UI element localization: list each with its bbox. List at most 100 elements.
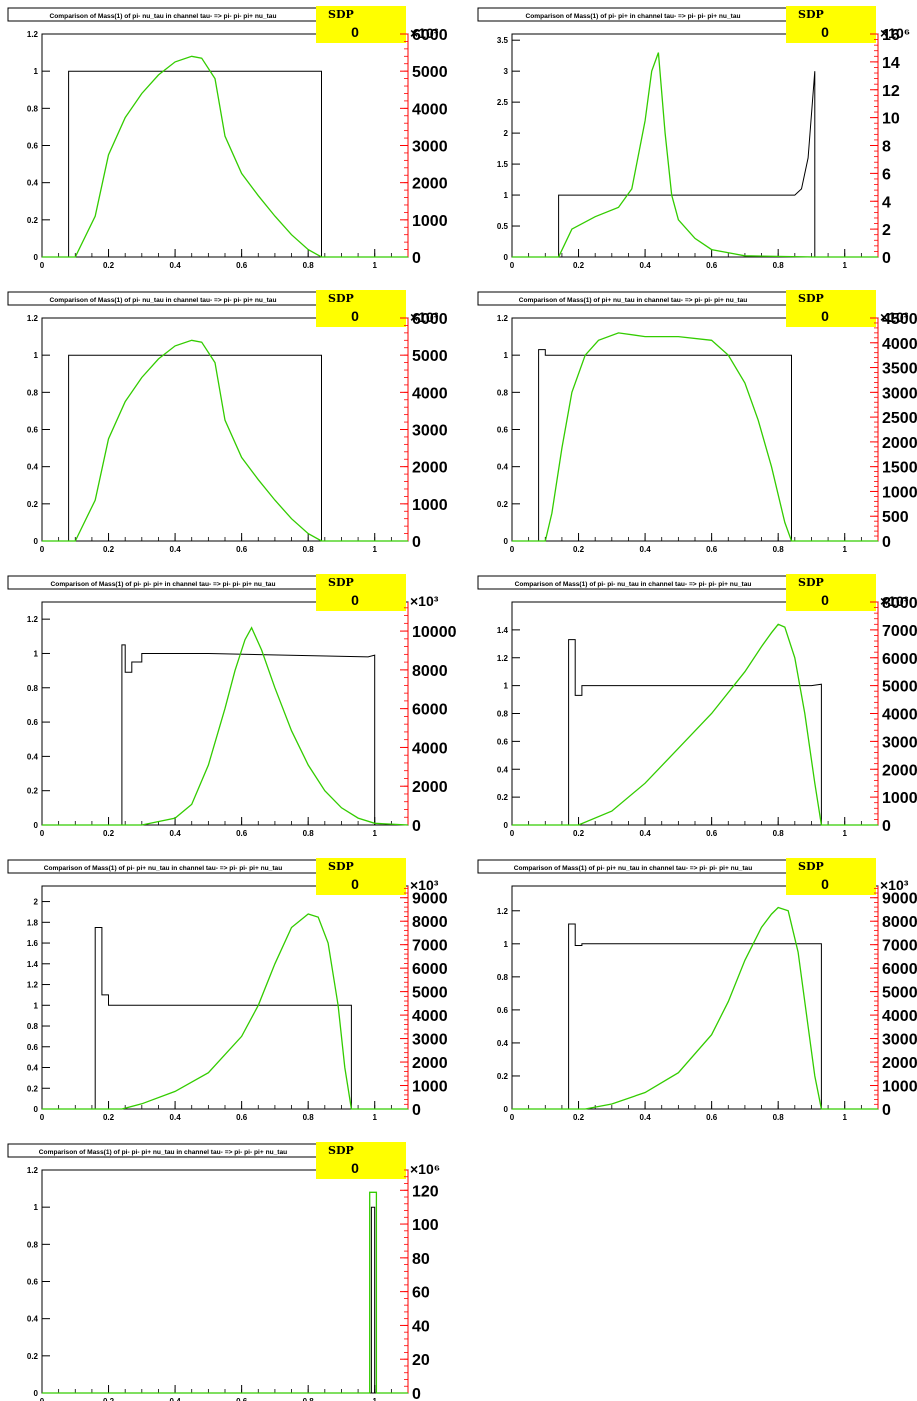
right-tick-label: 500 [882, 509, 909, 526]
y-tick-label: 0.6 [27, 1043, 39, 1052]
y-tick-label: 2.5 [497, 98, 509, 107]
stat-box-label: SDP [328, 292, 354, 305]
x-tick-label: 0.2 [103, 1113, 115, 1122]
right-tick-label: 5000 [412, 64, 448, 81]
x-tick-label: 0.8 [303, 545, 315, 554]
right-tick-label: 0 [412, 818, 421, 835]
y-tick-label: 0.4 [497, 1039, 509, 1048]
plot-frame [41, 1169, 409, 1394]
chart-panel-5: Comparison of Mass(1) of pi- pi- pi+ in … [7, 574, 457, 838]
x-tick-label: 1 [373, 545, 378, 554]
right-tick-label: 8000 [882, 914, 917, 931]
stat-box [316, 1142, 406, 1179]
right-tick-label: 2000 [882, 435, 917, 452]
x-tick-label: 0.6 [236, 545, 248, 554]
right-tick-label: 7000 [882, 938, 917, 955]
stat-box [316, 290, 406, 327]
x-tick-label: 0.8 [303, 1397, 315, 1401]
x-tick-label: 0.8 [773, 1113, 785, 1122]
right-tick-label: 5000 [882, 679, 917, 696]
y-tick-label: 0.2 [27, 216, 39, 225]
series-line-2 [42, 55, 408, 258]
chart-title: Comparison of Mass(1) of pi+ nu_tau in c… [519, 297, 748, 304]
x-tick-label: 0 [510, 545, 515, 554]
plot-frame [41, 885, 409, 1110]
y-tick-label: 0 [504, 537, 509, 546]
right-axis-multiplier: ×10³ [880, 309, 909, 325]
right-tick-label: 2500 [882, 410, 917, 427]
series-line-2 [42, 339, 408, 542]
plot-frame [41, 33, 409, 258]
series-line-1 [512, 349, 878, 542]
right-tick-label: 0 [412, 1102, 421, 1119]
series-line-1 [512, 923, 878, 1110]
right-axis-multiplier: ×10³ [410, 25, 439, 41]
right-tick-label: 8000 [882, 595, 917, 612]
chart-title: Comparison of Mass(1) of pi- nu_tau in c… [50, 13, 277, 20]
series-line-2 [512, 52, 878, 258]
series-line-2 [42, 1191, 408, 1394]
chart-panel-6: Comparison of Mass(1) of pi- pi- nu_tau … [477, 574, 917, 838]
series-line-2 [512, 332, 878, 542]
plot-frame [511, 317, 879, 542]
x-tick-label: 0.2 [573, 545, 585, 554]
stat-box [786, 6, 876, 43]
x-tick-label: 0.2 [573, 261, 585, 270]
right-tick-label: 3000 [412, 139, 448, 156]
y-tick-label: 2 [34, 898, 39, 907]
x-tick-label: 0.2 [103, 1397, 115, 1401]
y-tick-label: 0.8 [27, 388, 39, 397]
x-tick-label: 1 [373, 829, 378, 838]
x-tick-label: 0.4 [170, 1397, 182, 1401]
right-tick-label: 2 [882, 222, 891, 239]
stat-box [786, 574, 876, 611]
right-tick-label: 8000 [412, 663, 448, 680]
right-tick-label: 1000 [882, 1079, 917, 1096]
x-tick-label: 0 [40, 545, 45, 554]
y-tick-label: 0.6 [497, 1006, 509, 1015]
y-tick-label: 1.2 [27, 1166, 39, 1175]
plot-frame [511, 601, 879, 826]
y-tick-label: 1 [34, 1001, 39, 1010]
right-tick-label: 3000 [412, 1032, 448, 1049]
x-tick-label: 0 [40, 1397, 45, 1401]
x-tick-label: 0.4 [640, 829, 652, 838]
x-tick-label: 0.4 [640, 261, 652, 270]
chart-panel-3: Comparison of Mass(1) of pi- nu_tau in c… [7, 290, 448, 554]
x-tick-label: 0.4 [170, 829, 182, 838]
plot-frame [511, 33, 879, 258]
series-line-1 [512, 639, 878, 826]
y-tick-label: 0.4 [27, 1064, 39, 1073]
right-tick-label: 10000 [412, 624, 457, 641]
x-tick-label: 0.6 [706, 829, 718, 838]
y-tick-label: 0 [34, 821, 39, 830]
right-tick-label: 1500 [882, 460, 917, 477]
x-tick-label: 0.8 [303, 829, 315, 838]
stat-box-value: 0 [351, 308, 359, 324]
x-tick-label: 0.6 [236, 1397, 248, 1401]
x-tick-label: 0.6 [236, 261, 248, 270]
right-tick-label: 4000 [882, 336, 917, 353]
y-tick-label: 0.2 [27, 500, 39, 509]
chart-panel-2: Comparison of Mass(1) of pi- pi+ in chan… [477, 6, 910, 270]
right-axis-multiplier: ×10³ [410, 593, 439, 609]
right-tick-label: 6000 [882, 961, 917, 978]
chart-panel-8: Comparison of Mass(1) of pi- pi+ nu_tau … [477, 858, 917, 1122]
y-tick-label: 1 [34, 67, 39, 76]
stat-box-label: SDP [798, 860, 824, 873]
right-tick-label: 120 [412, 1183, 439, 1200]
y-tick-label: 0.2 [27, 1352, 39, 1361]
y-tick-label: 0.2 [497, 1072, 509, 1081]
y-tick-label: 0.6 [27, 142, 39, 151]
y-tick-label: 0.4 [27, 179, 39, 188]
right-tick-label: 1000 [882, 484, 917, 501]
x-tick-label: 1 [843, 829, 848, 838]
y-tick-label: 1.2 [497, 314, 509, 323]
series-line-2 [42, 626, 409, 826]
y-tick-label: 0.6 [497, 426, 509, 435]
x-tick-label: 0.6 [706, 1113, 718, 1122]
y-tick-label: 1.8 [27, 918, 39, 927]
x-tick-label: 0 [510, 1113, 515, 1122]
stat-box-value: 0 [351, 24, 359, 40]
y-tick-label: 0.2 [497, 500, 509, 509]
